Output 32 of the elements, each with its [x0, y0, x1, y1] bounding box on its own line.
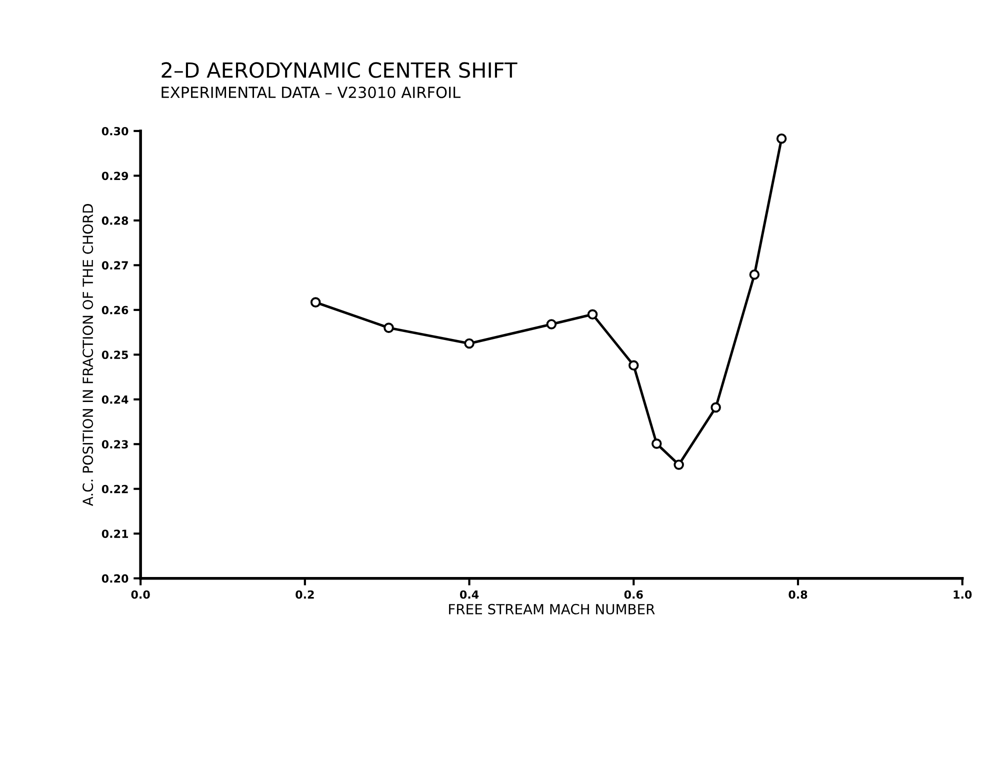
x-tick-label: 0.4 [460, 590, 479, 599]
x-axis-title: FREE STREAM MACH NUMBER [449, 604, 655, 614]
y-tick-label: 0.28 [102, 216, 128, 225]
y-tick-label: 0.29 [102, 172, 128, 180]
point [674, 460, 684, 470]
y-tick-label: 0.25 [102, 350, 128, 360]
point [776, 133, 787, 144]
y-tick-label: 0.22 [102, 484, 128, 494]
point [546, 319, 557, 330]
y-tick-label: 0.21 [102, 530, 128, 538]
x-tick-label: 1.0 [954, 590, 972, 599]
x-tick-label: 0.0 [131, 590, 150, 599]
point [652, 438, 662, 449]
y-tick-label: 0.24 [102, 395, 128, 404]
point [587, 309, 598, 320]
point [628, 360, 639, 371]
y-tick-label: 0.27 [102, 261, 128, 270]
chart-subtitle: EXPERIMENTAL DATA – V23010 AIRFOIL [162, 86, 461, 98]
x-tick-label: 0.2 [296, 590, 314, 599]
y-tick-label: 0.26 [102, 306, 128, 314]
y-tick-label: 0.30 [102, 126, 128, 136]
y-axis-title: A.C. POSITION IN FRACTION OF THE CHORD [82, 204, 94, 506]
point [749, 269, 760, 280]
x-tick-label: 0.6 [624, 590, 643, 599]
point [464, 338, 474, 349]
point [310, 297, 321, 308]
y-tick-label: 0.20 [102, 574, 128, 583]
x-tick-label: 0.8 [788, 590, 808, 599]
point [384, 322, 394, 333]
chart-title: 2–D AERODYNAMIC CENTER SHIFT [162, 62, 518, 78]
y-tick-label: 0.23 [102, 440, 128, 449]
point [710, 402, 721, 413]
